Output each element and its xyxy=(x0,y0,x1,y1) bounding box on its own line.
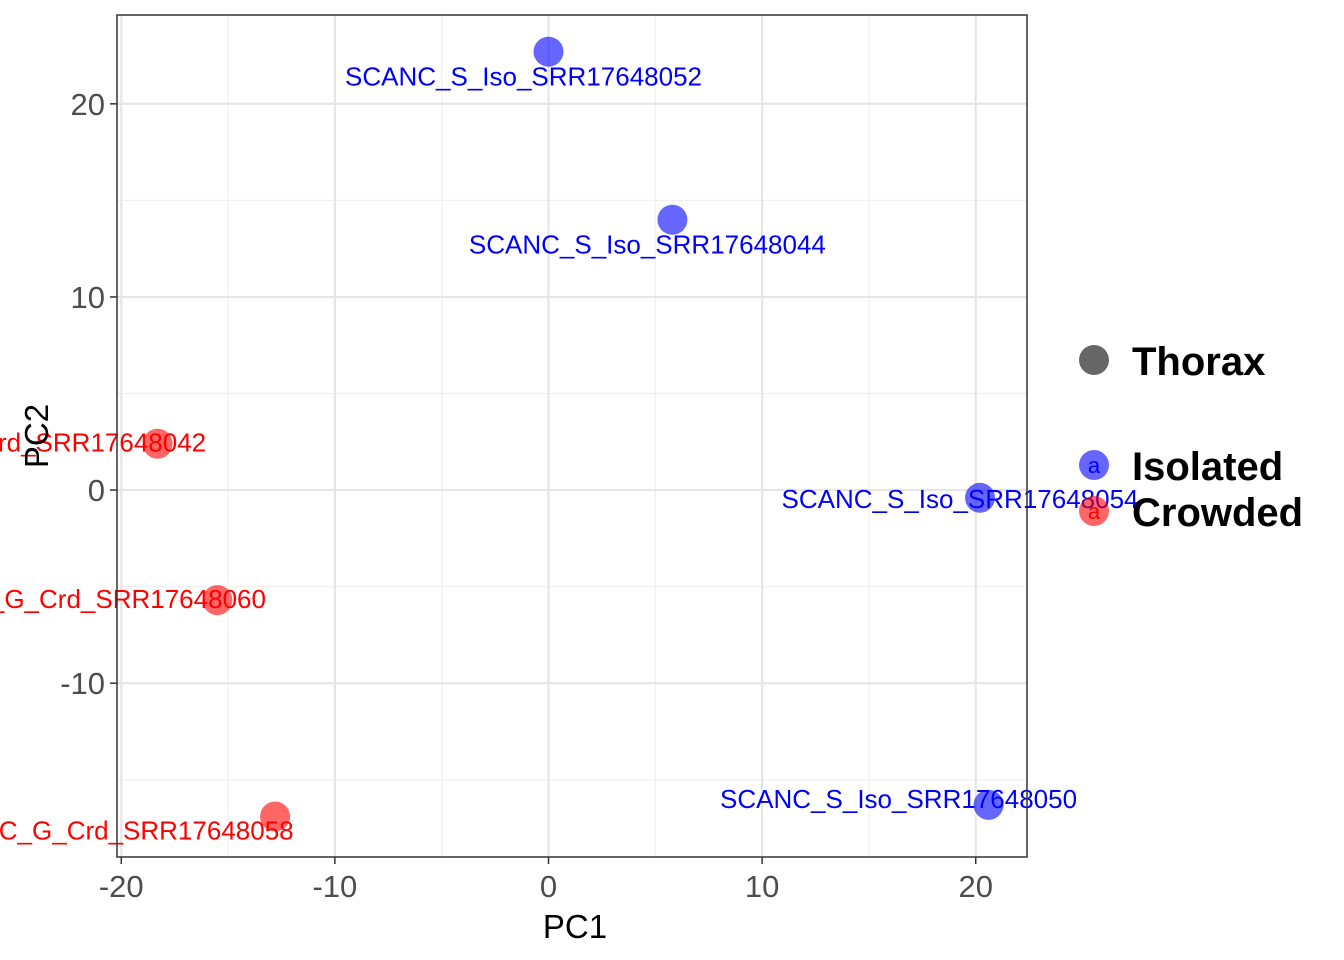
data-point xyxy=(973,789,1004,820)
y-tick-label: 0 xyxy=(88,473,105,508)
x-tick-label: -10 xyxy=(312,869,357,904)
legend-key-letter: a xyxy=(1088,453,1101,478)
legend-color-key xyxy=(1079,450,1109,480)
legend-key-letter: a xyxy=(1088,499,1101,524)
data-point xyxy=(260,801,291,832)
x-tick-label: -20 xyxy=(99,869,144,904)
legend-shape-key xyxy=(1079,345,1109,375)
plot-panel-border xyxy=(116,14,1028,858)
point-label: SCANC_S_Iso_SRR17648052 xyxy=(345,62,702,92)
x-axis-ticks: -20 -10 0 10 20 xyxy=(99,857,993,904)
point-label: SCANC_S_Iso_SRR17648054 xyxy=(782,484,1139,514)
x-axis-title: PC1 xyxy=(543,908,607,945)
y-axis-title: PC2 xyxy=(18,404,55,468)
data-point xyxy=(657,204,688,235)
data-point xyxy=(202,585,233,616)
x-tick-label: 10 xyxy=(745,869,779,904)
data-point xyxy=(965,482,996,513)
data-point xyxy=(533,36,564,67)
point-label: SCANC_S_Iso_SRR17648044 xyxy=(469,230,826,260)
legend-color-key xyxy=(1079,496,1109,526)
x-tick-label: 0 xyxy=(540,869,557,904)
data-points xyxy=(142,36,1004,832)
minor-gridlines xyxy=(117,15,1027,857)
point-label: SCANC_G_Crd_SRR17648060 xyxy=(0,584,266,614)
legend: Thorax a Isolated a Crowded xyxy=(1079,340,1303,535)
y-tick-label: 20 xyxy=(71,87,105,122)
point-label: SCANC_S_Iso_SRR17648050 xyxy=(720,784,1077,814)
legend-group-label: Isolated xyxy=(1132,445,1283,489)
point-label: SCANC_G_Crd_SRR17648058 xyxy=(0,815,294,845)
legend-group-label: Crowded xyxy=(1132,491,1303,535)
y-tick-label: 10 xyxy=(71,280,105,315)
x-tick-label: 20 xyxy=(958,869,992,904)
legend-shape-title: Thorax xyxy=(1132,340,1265,384)
point-labels: SCANC_S_Iso_SRR17648052 SCANC_S_Iso_SRR17… xyxy=(0,62,1139,846)
legend-color-entries: a Isolated a Crowded xyxy=(1079,445,1303,535)
y-tick-label: -10 xyxy=(60,666,105,701)
point-label: SCANC_G_Crd_SRR17648042 xyxy=(0,428,206,458)
y-axis-ticks: -10 0 10 20 xyxy=(60,87,117,701)
data-point xyxy=(142,428,173,459)
major-gridlines xyxy=(117,15,1027,857)
